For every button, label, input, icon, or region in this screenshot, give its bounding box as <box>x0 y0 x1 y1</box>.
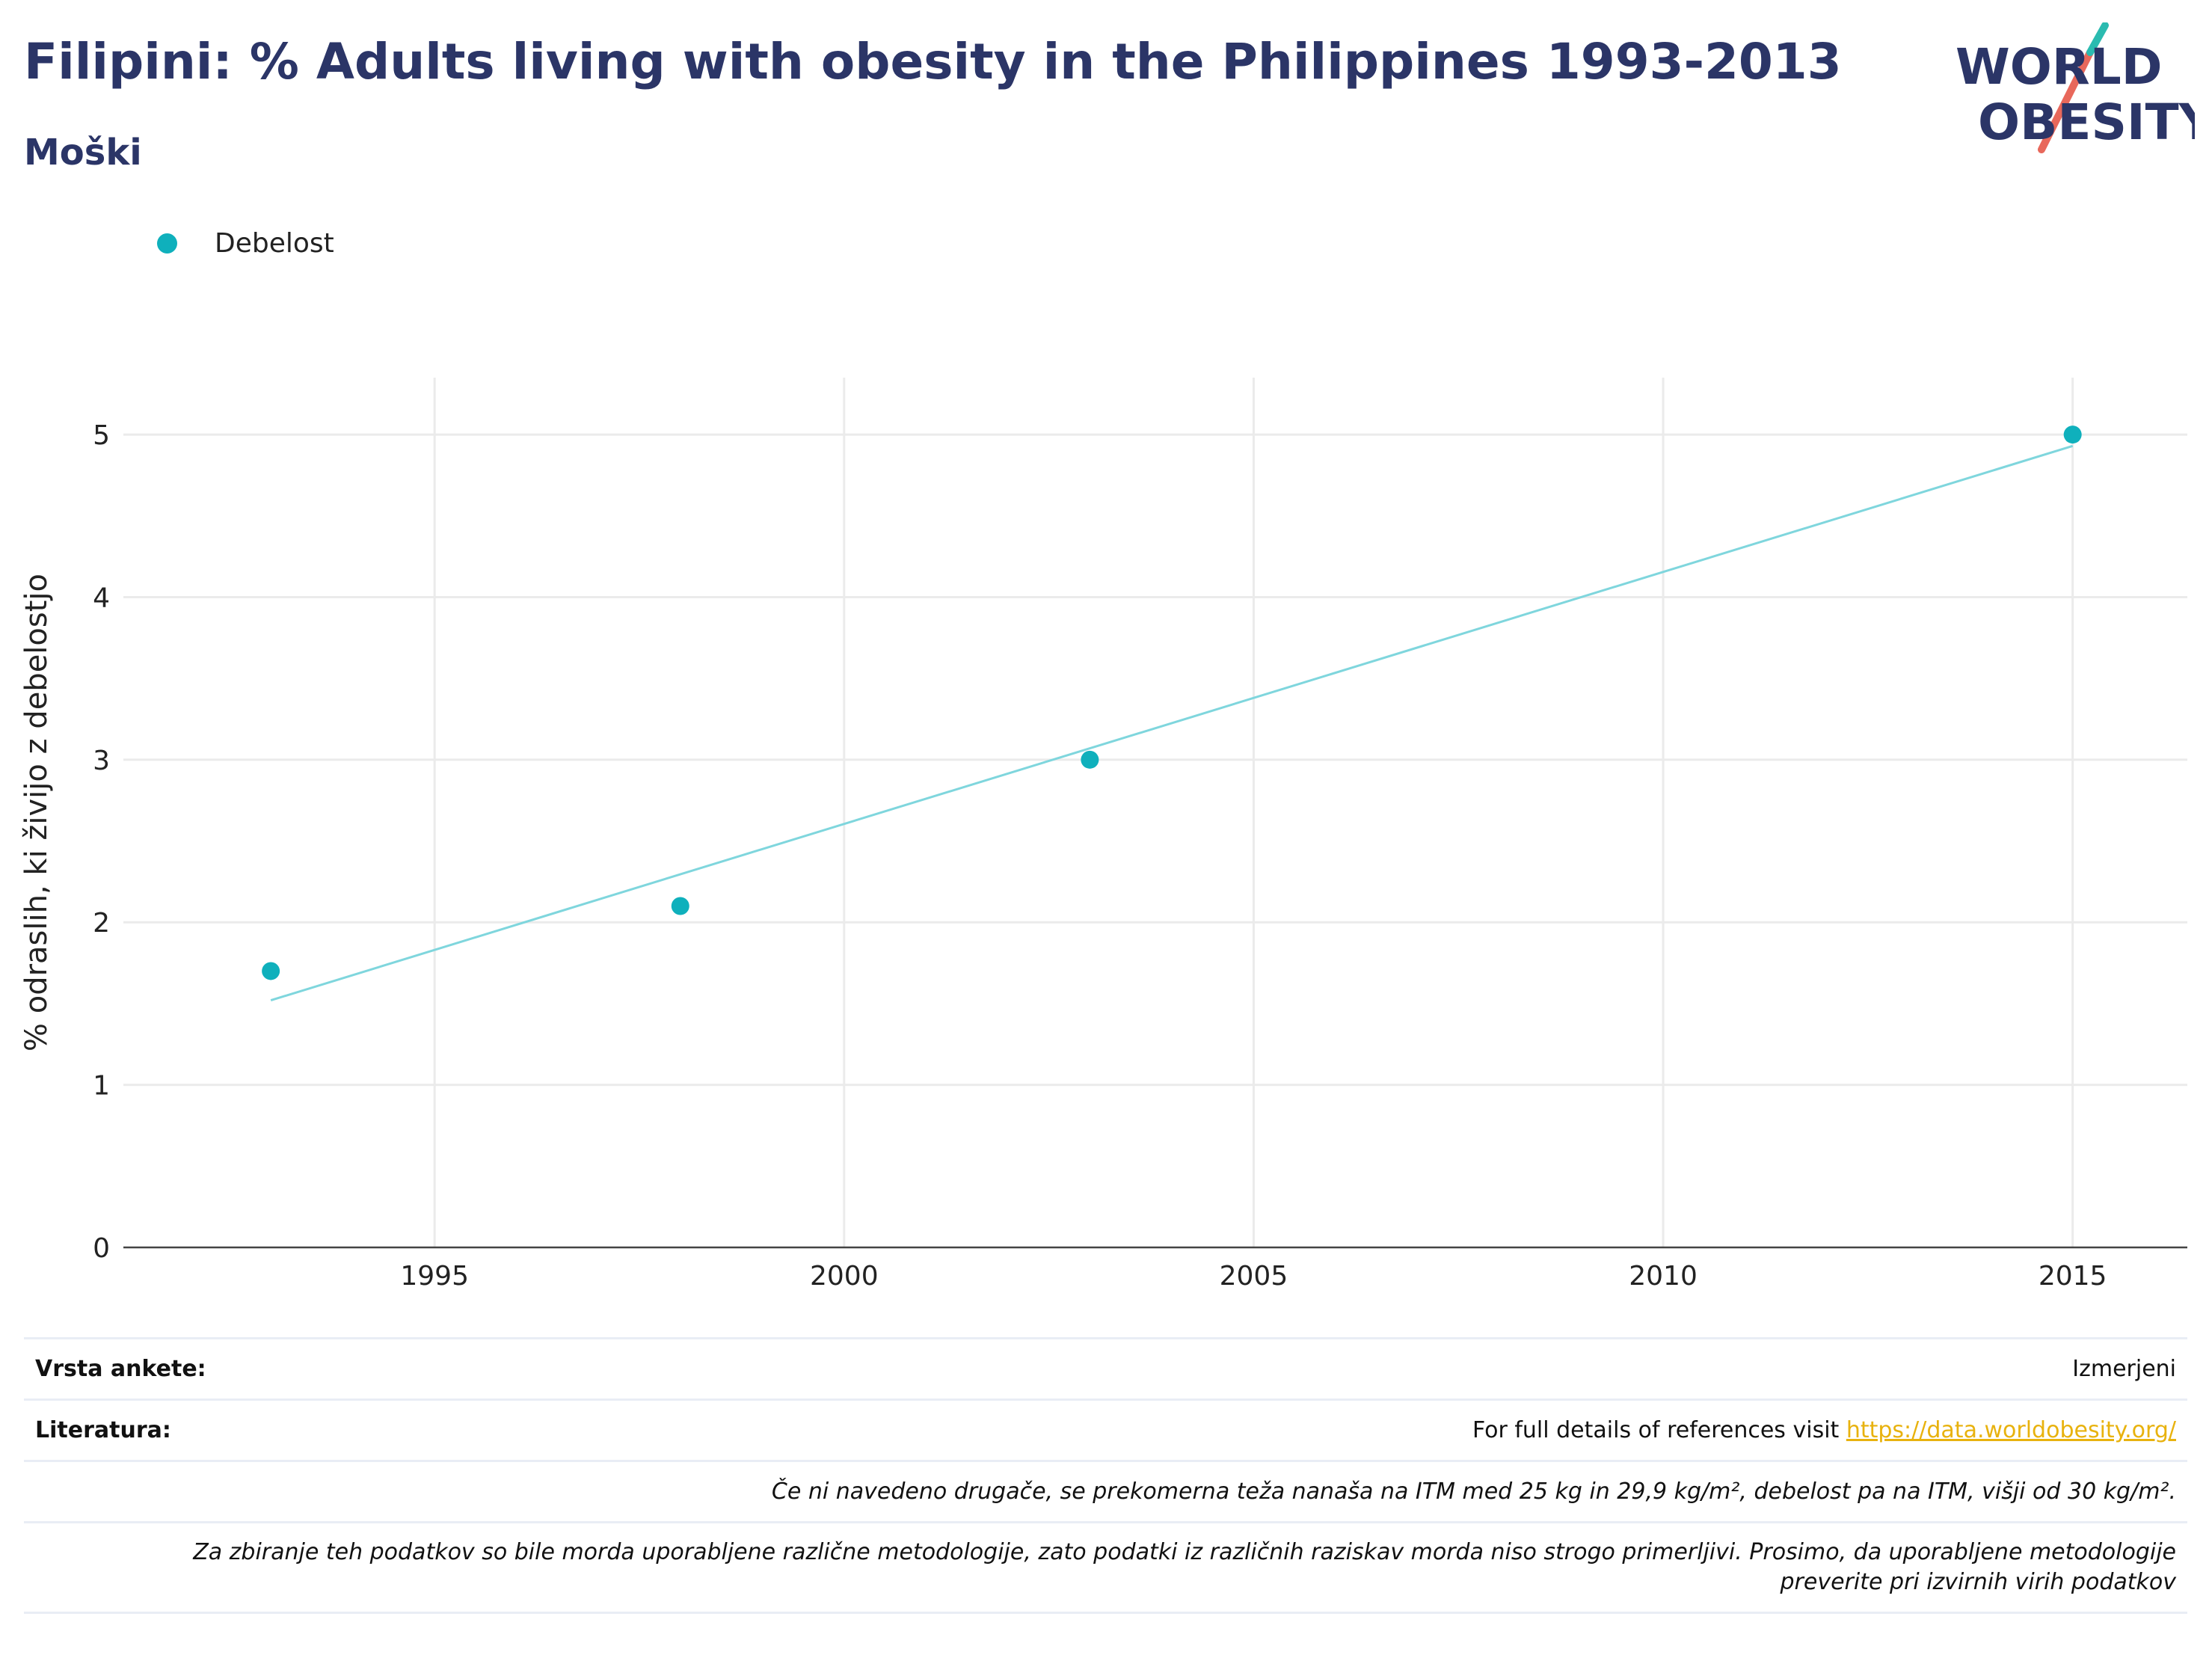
methodology-note-line1: Za zbiranje teh podatkov so bile morda u… <box>193 1539 2176 1565</box>
references-link[interactable]: https://data.worldobesity.org/ <box>1846 1417 2176 1443</box>
logo-line1: WORLD <box>1956 38 2163 96</box>
logo-line2: OBESITY <box>1978 93 2195 151</box>
x-axis-ticks: 1995 2000 2005 2010 2015 <box>400 1261 2107 1292</box>
y-axis-ticks: 0 1 2 3 4 5 <box>93 420 110 1264</box>
definition-note: Če ni navedeno drugače, se prekomerna te… <box>771 1478 2176 1505</box>
y-axis-label: % odraslih, ki živijo z debelostjo <box>19 574 54 1051</box>
x-tick-label: 2005 <box>1220 1261 1288 1292</box>
footer-row-definition: Če ni navedeno drugače, se prekomerna te… <box>24 1460 2187 1521</box>
data-point <box>1081 750 1099 769</box>
legend-marker <box>157 233 177 254</box>
data-point <box>2063 426 2082 444</box>
legend-label: Debelost <box>215 227 334 259</box>
references-value: For full details of references visit htt… <box>1472 1417 2176 1443</box>
trendline-layer <box>270 444 2074 1002</box>
scatter-chart: 1995 2000 2005 2010 2015 0 1 2 3 4 5 % odraslih, … <box>19 378 2187 1292</box>
y-tick-label: 2 <box>93 908 110 939</box>
chart-grid <box>123 378 2187 1247</box>
data-points <box>262 426 2082 980</box>
survey-type-value: Izmerjeni <box>2072 1356 2176 1382</box>
footer-row-methodology: Za zbiranje teh podatkov so bile morda u… <box>24 1521 2187 1614</box>
chart-legend[interactable]: Debelost <box>157 224 334 262</box>
trendline <box>270 444 2074 1002</box>
x-tick-label: 1995 <box>400 1261 469 1292</box>
x-tick-label: 2000 <box>810 1261 879 1292</box>
y-tick-label: 1 <box>93 1071 110 1102</box>
page-subtitle: Moški <box>24 132 142 174</box>
y-tick-label: 4 <box>93 583 110 613</box>
data-point <box>671 897 689 915</box>
data-point <box>262 962 280 980</box>
references-label: Literatura: <box>35 1417 171 1443</box>
y-tick-label: 3 <box>93 746 110 776</box>
y-tick-label: 5 <box>93 420 110 451</box>
page-title: Filipini: % Adults living with obesity i… <box>24 33 1842 90</box>
x-tick-label: 2010 <box>1629 1261 1698 1292</box>
footer-row-survey: Vrsta ankete: Izmerjeni <box>24 1337 2187 1398</box>
methodology-note: Za zbiranje teh podatkov so bile morda u… <box>35 1538 2176 1597</box>
footer-row-references: Literatura: For full details of referenc… <box>24 1398 2187 1460</box>
world-obesity-logo: WORLD OBESITY <box>1956 22 2195 153</box>
references-text: For full details of references visit <box>1472 1417 1846 1443</box>
survey-type-label: Vrsta ankete: <box>35 1356 206 1382</box>
y-tick-label: 0 <box>93 1233 110 1264</box>
x-tick-label: 2015 <box>2039 1261 2107 1292</box>
methodology-note-line2: preverite pri izvirnih virih podatkov <box>1780 1569 2177 1595</box>
footer-table: Vrsta ankete: Izmerjeni Literatura: For … <box>24 1337 2187 1614</box>
